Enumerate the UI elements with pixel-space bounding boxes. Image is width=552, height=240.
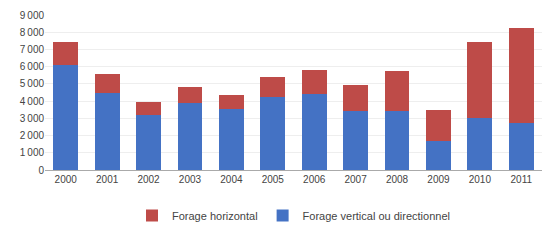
svg-text:2011: 2011: [511, 174, 533, 185]
svg-text:2000: 2000: [55, 174, 78, 185]
svg-text:2006: 2006: [303, 174, 326, 185]
svg-text:2009: 2009: [427, 174, 450, 185]
svg-text:2007: 2007: [344, 174, 367, 185]
svg-text:2001: 2001: [96, 174, 119, 185]
svg-text:Forage horizontal: Forage horizontal: [172, 210, 258, 222]
svg-text:4 000: 4 000: [20, 96, 45, 107]
svg-text:1 000: 1 000: [20, 147, 45, 158]
svg-text:2003: 2003: [179, 174, 202, 185]
svg-text:6 000: 6 000: [20, 61, 45, 72]
svg-text:2005: 2005: [262, 174, 285, 185]
svg-text:8 000: 8 000: [20, 27, 45, 38]
svg-text:2 000: 2 000: [20, 130, 45, 141]
svg-text:5 000: 5 000: [20, 78, 45, 89]
svg-text:3 000: 3 000: [20, 113, 45, 124]
svg-text:2010: 2010: [469, 174, 492, 185]
svg-text:2002: 2002: [137, 174, 160, 185]
svg-text:2008: 2008: [386, 174, 409, 185]
svg-text:9 000: 9 000: [20, 10, 45, 21]
svg-text:0: 0: [38, 165, 44, 176]
svg-text:7 000: 7 000: [20, 44, 45, 55]
svg-text:Forage vertical ou directionne: Forage vertical ou directionnel: [303, 210, 450, 222]
svg-text:2004: 2004: [220, 174, 243, 185]
